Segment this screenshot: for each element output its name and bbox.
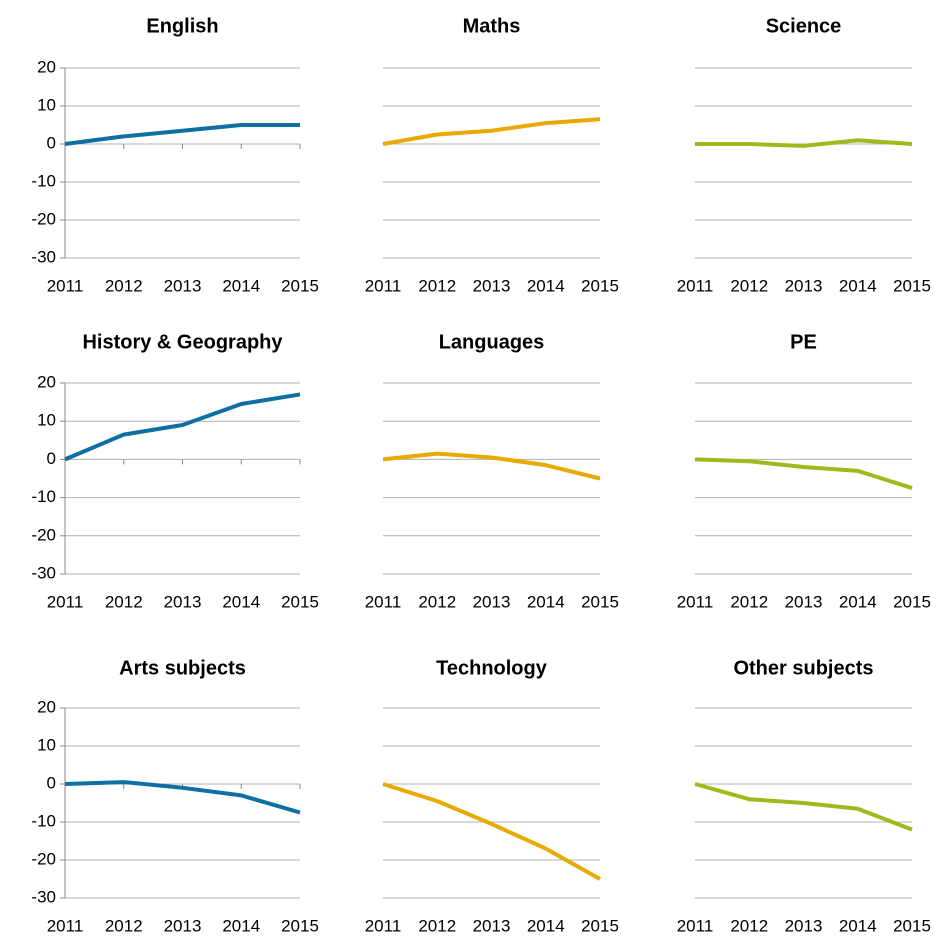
x-tick-label: 2015	[581, 276, 619, 295]
x-tick-label: 2014	[222, 592, 260, 611]
x-tick-label: 2012	[418, 592, 456, 611]
y-tick-label: -20	[31, 525, 56, 544]
x-tick-label: 2013	[164, 916, 202, 935]
y-tick-label: 10	[37, 735, 56, 754]
x-tick-label: 2014	[222, 916, 260, 935]
x-tick-label: 2015	[581, 592, 619, 611]
data-line	[64, 780, 301, 815]
x-tick-label: 2015	[281, 276, 319, 295]
x-tick-label: 2015	[581, 916, 619, 935]
x-tick-label: 2014	[839, 276, 877, 295]
y-tick-label: 0	[47, 449, 56, 468]
y-tick-label: 20	[37, 57, 56, 76]
panel-title: Science	[766, 15, 842, 37]
x-tick-label: 2011	[365, 916, 402, 935]
x-tick-label: 2012	[730, 916, 768, 935]
x-tick-label: 2011	[47, 916, 84, 935]
data-line	[694, 782, 913, 832]
data-line	[64, 123, 300, 146]
panel-title: Maths	[463, 15, 521, 37]
x-tick-label: 2012	[730, 276, 768, 295]
x-tick-label: 2015	[281, 916, 319, 935]
x-tick-label: 2013	[473, 916, 511, 935]
panel-title: History & Geography	[82, 331, 283, 353]
panel-title: Other subjects	[733, 657, 873, 679]
x-tick-label: 2014	[527, 592, 565, 611]
x-tick-label: 2011	[47, 276, 84, 295]
x-tick-label: 2011	[47, 592, 84, 611]
x-tick-label: 2011	[677, 592, 714, 611]
y-tick-label: -10	[31, 487, 56, 506]
data-line	[382, 782, 601, 881]
x-tick-label: 2011	[365, 276, 402, 295]
x-tick-label: 2013	[785, 916, 823, 935]
x-tick-label: 2012	[105, 276, 143, 295]
x-tick-label: 2013	[473, 276, 511, 295]
x-tick-label: 2012	[105, 916, 143, 935]
y-tick-label: -30	[31, 563, 56, 582]
x-tick-label: 2012	[730, 592, 768, 611]
data-line	[382, 117, 601, 146]
x-tick-label: 2014	[527, 276, 565, 295]
x-tick-label: 2011	[677, 276, 714, 295]
x-tick-label: 2011	[677, 916, 714, 935]
panel-title: Technology	[436, 657, 548, 679]
y-tick-label: -10	[31, 811, 56, 830]
y-tick-label: 0	[47, 773, 56, 792]
x-tick-label: 2012	[105, 592, 143, 611]
panel-title: Arts subjects	[119, 657, 246, 679]
data-line	[64, 392, 301, 462]
y-tick-label: -20	[31, 849, 56, 868]
y-tick-label: -10	[31, 171, 56, 190]
x-tick-label: 2015	[893, 276, 931, 295]
y-tick-label: -20	[31, 209, 56, 228]
x-tick-label: 2014	[527, 916, 565, 935]
x-tick-label: 2012	[418, 916, 456, 935]
y-tick-label: -30	[31, 887, 56, 906]
y-tick-label: -30	[31, 247, 56, 266]
y-tick-label: 10	[37, 411, 56, 430]
data-line	[694, 457, 913, 490]
x-tick-label: 2013	[473, 592, 511, 611]
x-tick-label: 2014	[222, 276, 260, 295]
x-tick-label: 2012	[418, 276, 456, 295]
panel-title: Languages	[439, 331, 545, 353]
x-tick-label: 2013	[164, 592, 202, 611]
data-line	[382, 451, 601, 481]
x-tick-label: 2015	[893, 592, 931, 611]
y-tick-label: 20	[37, 697, 56, 716]
x-tick-label: 2013	[164, 276, 202, 295]
data-line	[695, 138, 913, 148]
x-tick-label: 2014	[839, 916, 877, 935]
y-tick-label: 0	[47, 133, 56, 152]
y-tick-label: 10	[37, 95, 56, 114]
x-tick-label: 2014	[839, 592, 877, 611]
x-tick-label: 2015	[281, 592, 319, 611]
panel-title: English	[146, 15, 218, 37]
panel-title: PE	[790, 331, 817, 353]
y-tick-label: 20	[37, 372, 56, 391]
x-tick-label: 2013	[785, 592, 823, 611]
x-tick-label: 2011	[365, 592, 402, 611]
x-tick-label: 2015	[893, 916, 931, 935]
x-tick-label: 2013	[785, 276, 823, 295]
